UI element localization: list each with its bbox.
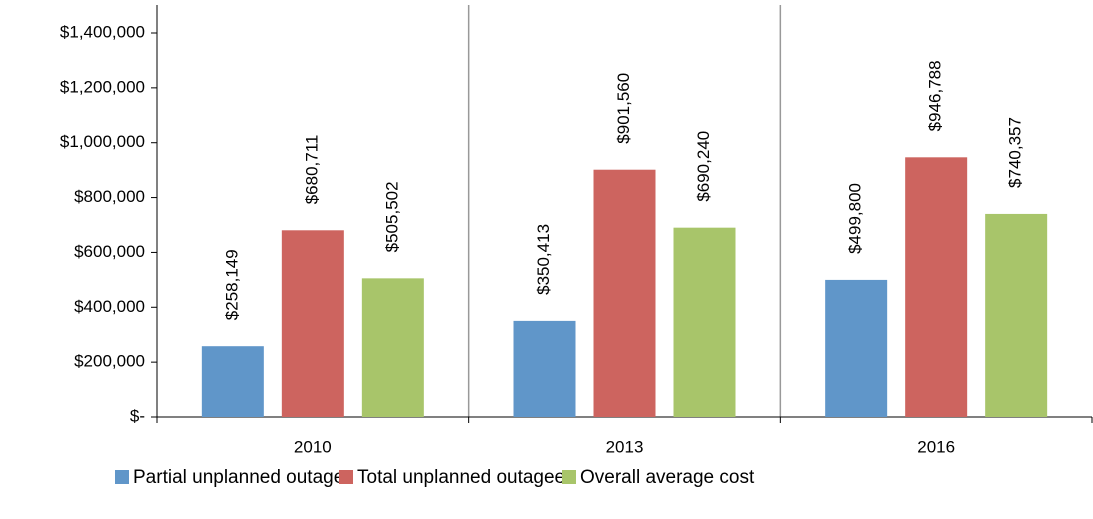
x-tick-label: 2013: [606, 437, 644, 456]
data-label: $690,240: [694, 131, 713, 202]
bar: [985, 213, 1048, 417]
x-tick-label: 2016: [917, 437, 955, 456]
y-tick-label: $1,400,000: [60, 22, 145, 41]
bar: [201, 346, 264, 417]
bar: [673, 227, 736, 417]
data-label: $901,560: [614, 73, 633, 144]
data-label: $740,357: [1006, 117, 1025, 188]
bar: [361, 278, 424, 417]
y-tick-label: $-: [130, 406, 145, 425]
data-label: $499,800: [846, 183, 865, 254]
y-tick-label: $200,000: [74, 352, 145, 371]
legend-swatch: [115, 470, 129, 484]
y-tick-label: $400,000: [74, 297, 145, 316]
bar: [593, 169, 656, 417]
data-label: $946,788: [926, 60, 945, 131]
y-tick-label: $600,000: [74, 242, 145, 261]
data-label: $258,149: [222, 249, 241, 320]
data-label: $350,413: [534, 224, 553, 295]
legend-label: Total unplanned outagee: [357, 467, 565, 488]
bar: [905, 157, 968, 417]
legend-label: Partial unplanned outage: [133, 467, 344, 488]
bar: [825, 279, 888, 417]
legend-label: Overall average cost: [580, 467, 755, 488]
x-tick-label: 2010: [294, 437, 332, 456]
legend-swatch: [339, 470, 353, 484]
y-tick-label: $1,200,000: [60, 77, 145, 96]
bar: [513, 320, 576, 417]
data-label: $505,502: [382, 181, 401, 252]
bar: [281, 230, 344, 417]
data-label: $680,711: [302, 135, 321, 205]
y-tick-label: $1,000,000: [60, 132, 145, 151]
y-tick-label: $800,000: [74, 187, 145, 206]
legend-swatch: [562, 470, 576, 484]
